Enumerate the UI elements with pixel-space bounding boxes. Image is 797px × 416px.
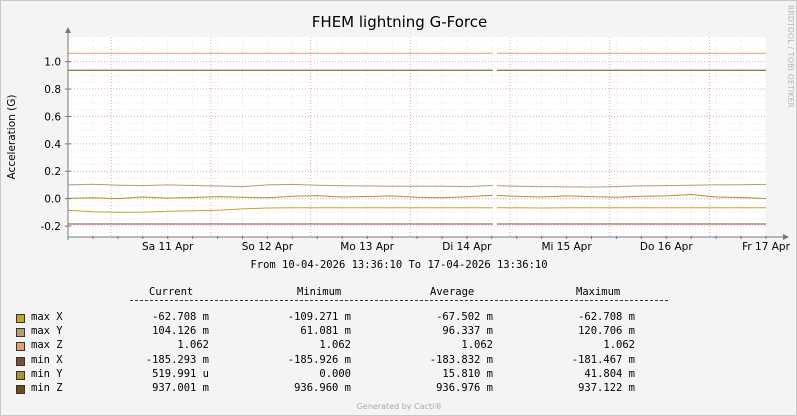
legend-row: min Z 937.001 m 936.960 m 936.976 m 937.122 … [1, 382, 797, 396]
legend-value-maximum: 41.804 m [584, 367, 635, 380]
legend-swatch [16, 356, 25, 366]
x-tick-labels: Sa 11 Apr So 12 Apr Mo 13 Apr Di 14 Apr Mi 1… [142, 241, 791, 253]
x-tick-label: So 12 Apr [242, 241, 294, 253]
rrdtool-watermark: RRDTOOL / TOBI OETIKER [786, 5, 795, 109]
legend-row: max X -62.708 m -109.271 m -67.502 m -62.708… [1, 311, 797, 325]
x-tick-label: Fr 17 Apr [742, 241, 790, 253]
legend-value-maximum: 1.062 [603, 339, 635, 352]
series-line-max-x [67, 207, 493, 213]
legend-value-minimum: 0.000 [319, 367, 351, 380]
x-tick-label: Mi 15 Apr [541, 241, 592, 253]
legend-value-minimum: -109.271 m [287, 311, 351, 323]
legend-value-last: -62.708 m [152, 311, 209, 323]
legend-value-maximum: -181.467 m [571, 353, 635, 366]
legend-value-average: -183.832 m [429, 353, 493, 366]
legend-value-minimum: -185.926 m [287, 353, 351, 366]
legend-series-name: max Y [31, 325, 63, 338]
series-lines [67, 52, 767, 225]
legend-swatch [16, 385, 25, 394]
footer-generated-by: Generated by Cacti® [356, 402, 443, 411]
legend-series-name: min Z [31, 382, 63, 394]
legend-header-maximum: Maximum [576, 286, 621, 298]
series-line-min-y [496, 193, 767, 199]
legend-value-maximum: 937.122 m [578, 382, 635, 394]
x-tick-label: Do 16 Apr [640, 241, 693, 253]
y-tick-label: 0.8 [44, 84, 61, 96]
legend-value-average: -67.502 m [436, 311, 493, 323]
legend-value-minimum: 61.081 m [300, 325, 351, 338]
x-axis-arrow [783, 234, 789, 240]
legend-value-last: 937.001 m [152, 382, 209, 394]
chart-plot: 1.0 0.8 0.6 0.4 0.2 0.0 -0.2 Sa 11 Apr So 12 Ap… [6, 27, 791, 271]
legend-row: max Y 104.126 m 61.081 m 96.337 m 120.706 m [1, 325, 797, 339]
legend-swatch [16, 314, 25, 323]
time-range-text: From 10-04-2026 13:36:10 To 17-04-2026 1… [250, 259, 547, 271]
legend-value-average: 15.810 m [442, 367, 493, 380]
legend-value-maximum: 120.706 m [578, 325, 635, 338]
legend-row: min X -185.293 m -185.926 m -183.832 m -181.… [1, 354, 797, 368]
y-tick-label: -0.2 [41, 221, 62, 233]
legend-series-name: max X [31, 311, 63, 323]
legend-value-last: 1.062 [177, 339, 209, 352]
legend-header-average: Average [430, 286, 475, 298]
x-tick-label: Mo 13 Apr [340, 241, 394, 253]
legend-value-last: 519.991 u [152, 367, 209, 380]
legend-value-average: 96.337 m [442, 325, 493, 338]
y-axis-arrow [65, 27, 71, 33]
y-tick-label: 0.0 [44, 194, 61, 206]
legend-divider [130, 300, 668, 301]
series-line-max-y [496, 183, 767, 188]
legend-swatch [16, 328, 25, 338]
chart-title: FHEM lightning G-Force [311, 13, 488, 31]
legend-swatch [16, 342, 25, 352]
y-axis-label: Acceleration (G) [6, 95, 18, 180]
legend-value-average: 1.062 [461, 339, 493, 352]
legend-swatch [16, 370, 25, 380]
x-tick-label: Sa 11 Apr [142, 241, 194, 253]
series-line-max-y [67, 183, 493, 188]
legend-row: min Y 519.991 u 0.000 15.810 m 41.804 m [1, 368, 797, 382]
legend-header-minimum: Minimum [297, 286, 342, 298]
y-tick-label: 0.2 [44, 166, 61, 178]
x-tick-label: Di 14 Apr [442, 241, 492, 253]
legend-row: max Z 1.062 1.062 1.062 1.062 [1, 339, 797, 353]
legend-series-name: min X [31, 353, 63, 366]
legend-series-name: min Y [31, 367, 63, 380]
axes [65, 27, 789, 240]
legend-value-average: 936.976 m [436, 382, 493, 394]
legend-value-minimum: 1.062 [319, 339, 351, 352]
legend-value-last: -185.293 m [145, 353, 209, 366]
y-tick-labels: 1.0 0.8 0.6 0.4 0.2 0.0 -0.2 [41, 57, 62, 233]
y-tick-label: 0.4 [44, 139, 61, 151]
y-tick-label: 1.0 [44, 57, 61, 69]
legend-value-maximum: -62.708 m [578, 311, 635, 323]
legend-value-last: 104.126 m [152, 325, 209, 338]
legend-value-minimum: 936.960 m [294, 382, 351, 394]
legend-header-current: Current [149, 286, 194, 298]
series-line-min-y [67, 194, 493, 200]
legend-series-name: max Z [31, 339, 63, 352]
y-tick-label: 0.6 [44, 111, 61, 123]
